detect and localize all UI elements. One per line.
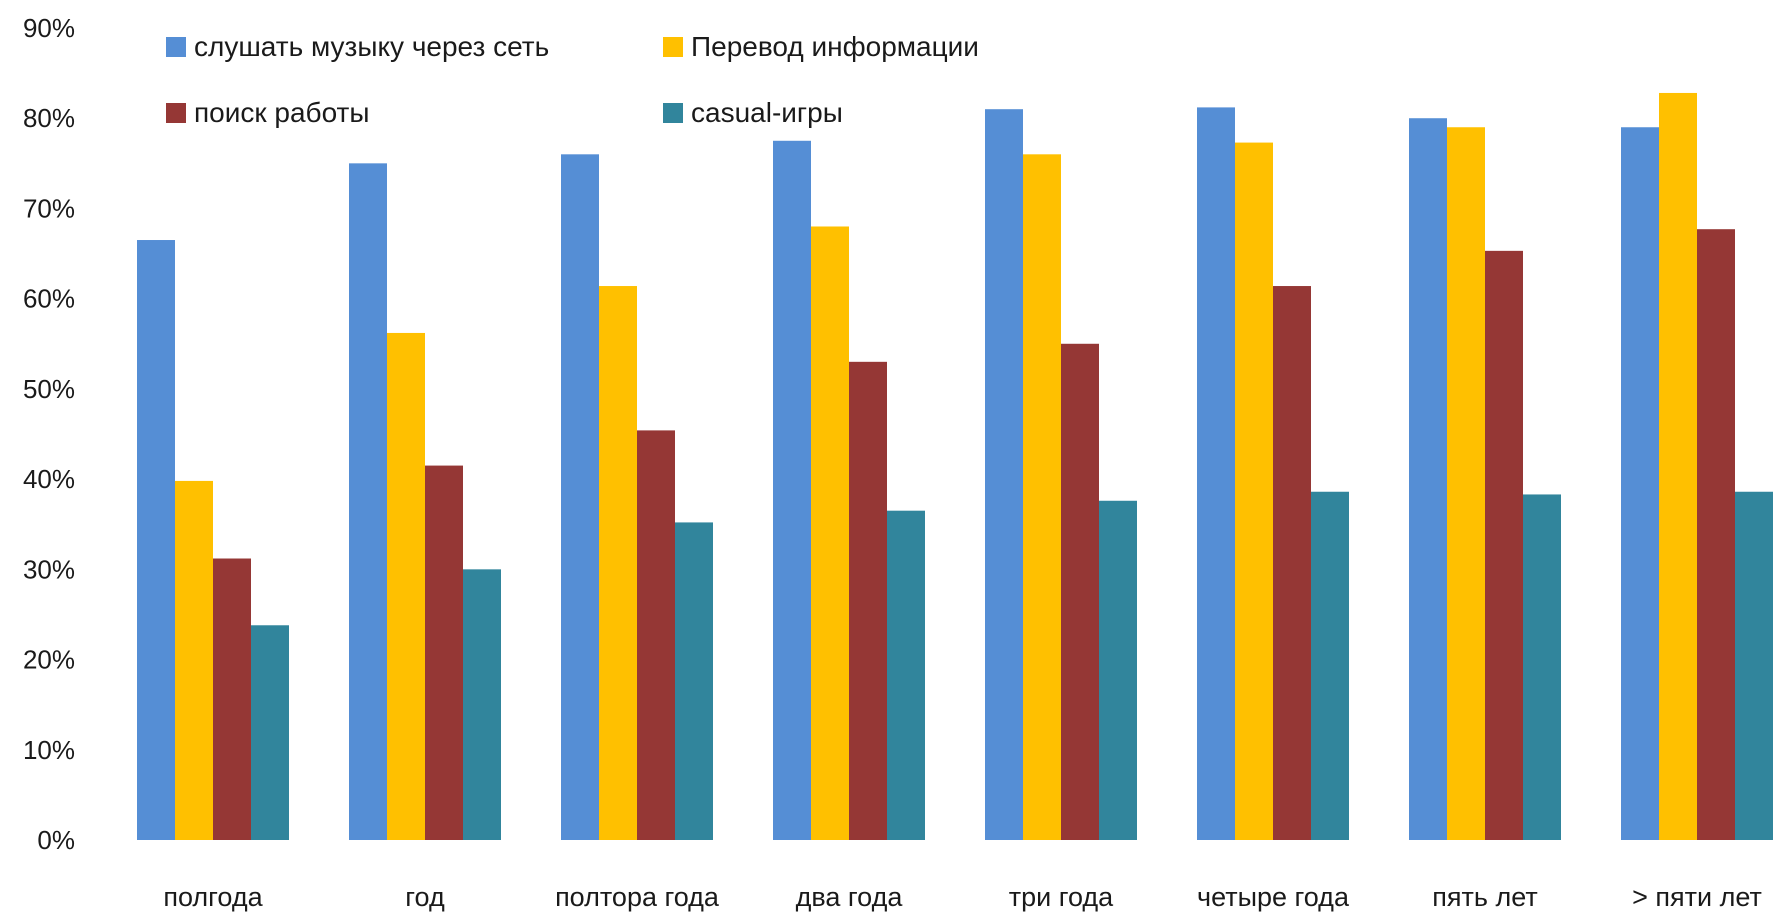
bar xyxy=(811,226,849,840)
legend-swatch xyxy=(166,103,186,123)
bar xyxy=(175,480,213,840)
x-axis: полгода год полтора года два года три года че… xyxy=(163,882,1761,912)
legend: слушать музыку через сеть Перевод информа… xyxy=(166,31,979,128)
y-tick-label: 40% xyxy=(23,464,75,494)
bar xyxy=(773,140,811,840)
y-tick-label: 30% xyxy=(23,554,75,584)
legend-swatch xyxy=(663,37,683,57)
y-tick-label: 10% xyxy=(23,735,75,765)
bar xyxy=(1099,500,1137,840)
legend-label: Перевод информации xyxy=(691,31,979,62)
bar xyxy=(849,361,887,840)
bar xyxy=(1447,127,1485,840)
bar xyxy=(387,332,425,840)
y-axis: 0% 10% 20% 30% 40% 50% 60% 70% 80% 90% xyxy=(23,13,75,855)
legend-label: слушать музыку через сеть xyxy=(194,31,549,62)
bar xyxy=(637,430,675,840)
bar xyxy=(1023,154,1061,841)
bar xyxy=(1197,107,1235,840)
x-tick-label: три года xyxy=(1009,882,1114,912)
bar xyxy=(1273,286,1311,841)
bar xyxy=(349,163,387,841)
y-tick-label: 50% xyxy=(23,374,75,404)
bar xyxy=(1659,92,1697,840)
x-tick-label: два года xyxy=(796,882,904,912)
x-tick-label: пять лет xyxy=(1432,882,1537,912)
legend-swatch xyxy=(663,103,683,123)
y-tick-label: 70% xyxy=(23,193,75,223)
y-tick-label: 80% xyxy=(23,103,75,133)
y-tick-label: 0% xyxy=(37,825,75,855)
bar xyxy=(251,625,289,840)
bar xyxy=(463,569,501,840)
legend-swatch xyxy=(166,37,186,57)
bar xyxy=(599,286,637,841)
bar xyxy=(1735,491,1773,840)
bar xyxy=(1311,491,1349,840)
x-tick-label: четыре года xyxy=(1197,882,1350,912)
bar xyxy=(213,558,251,840)
bar xyxy=(985,109,1023,840)
bars-group xyxy=(137,92,1773,841)
x-tick-label: полгода xyxy=(163,882,263,912)
bar xyxy=(137,240,175,840)
bar xyxy=(425,465,463,840)
y-tick-label: 20% xyxy=(23,645,75,675)
bar xyxy=(1697,229,1735,840)
x-tick-label: год xyxy=(405,882,445,912)
legend-label: casual-игры xyxy=(691,97,843,128)
bar xyxy=(1061,343,1099,840)
bar xyxy=(675,522,713,840)
bar xyxy=(1235,142,1273,841)
bar xyxy=(1409,118,1447,840)
bar xyxy=(1621,127,1659,840)
legend-label: поиск работы xyxy=(194,97,370,128)
bar xyxy=(561,154,599,841)
y-tick-label: 90% xyxy=(23,13,75,43)
bar xyxy=(1523,494,1561,840)
y-tick-label: 60% xyxy=(23,284,75,314)
x-tick-label: > пяти лет xyxy=(1632,882,1762,912)
x-tick-label: полтора года xyxy=(555,882,720,912)
bar xyxy=(887,510,925,840)
bar xyxy=(1485,250,1523,841)
